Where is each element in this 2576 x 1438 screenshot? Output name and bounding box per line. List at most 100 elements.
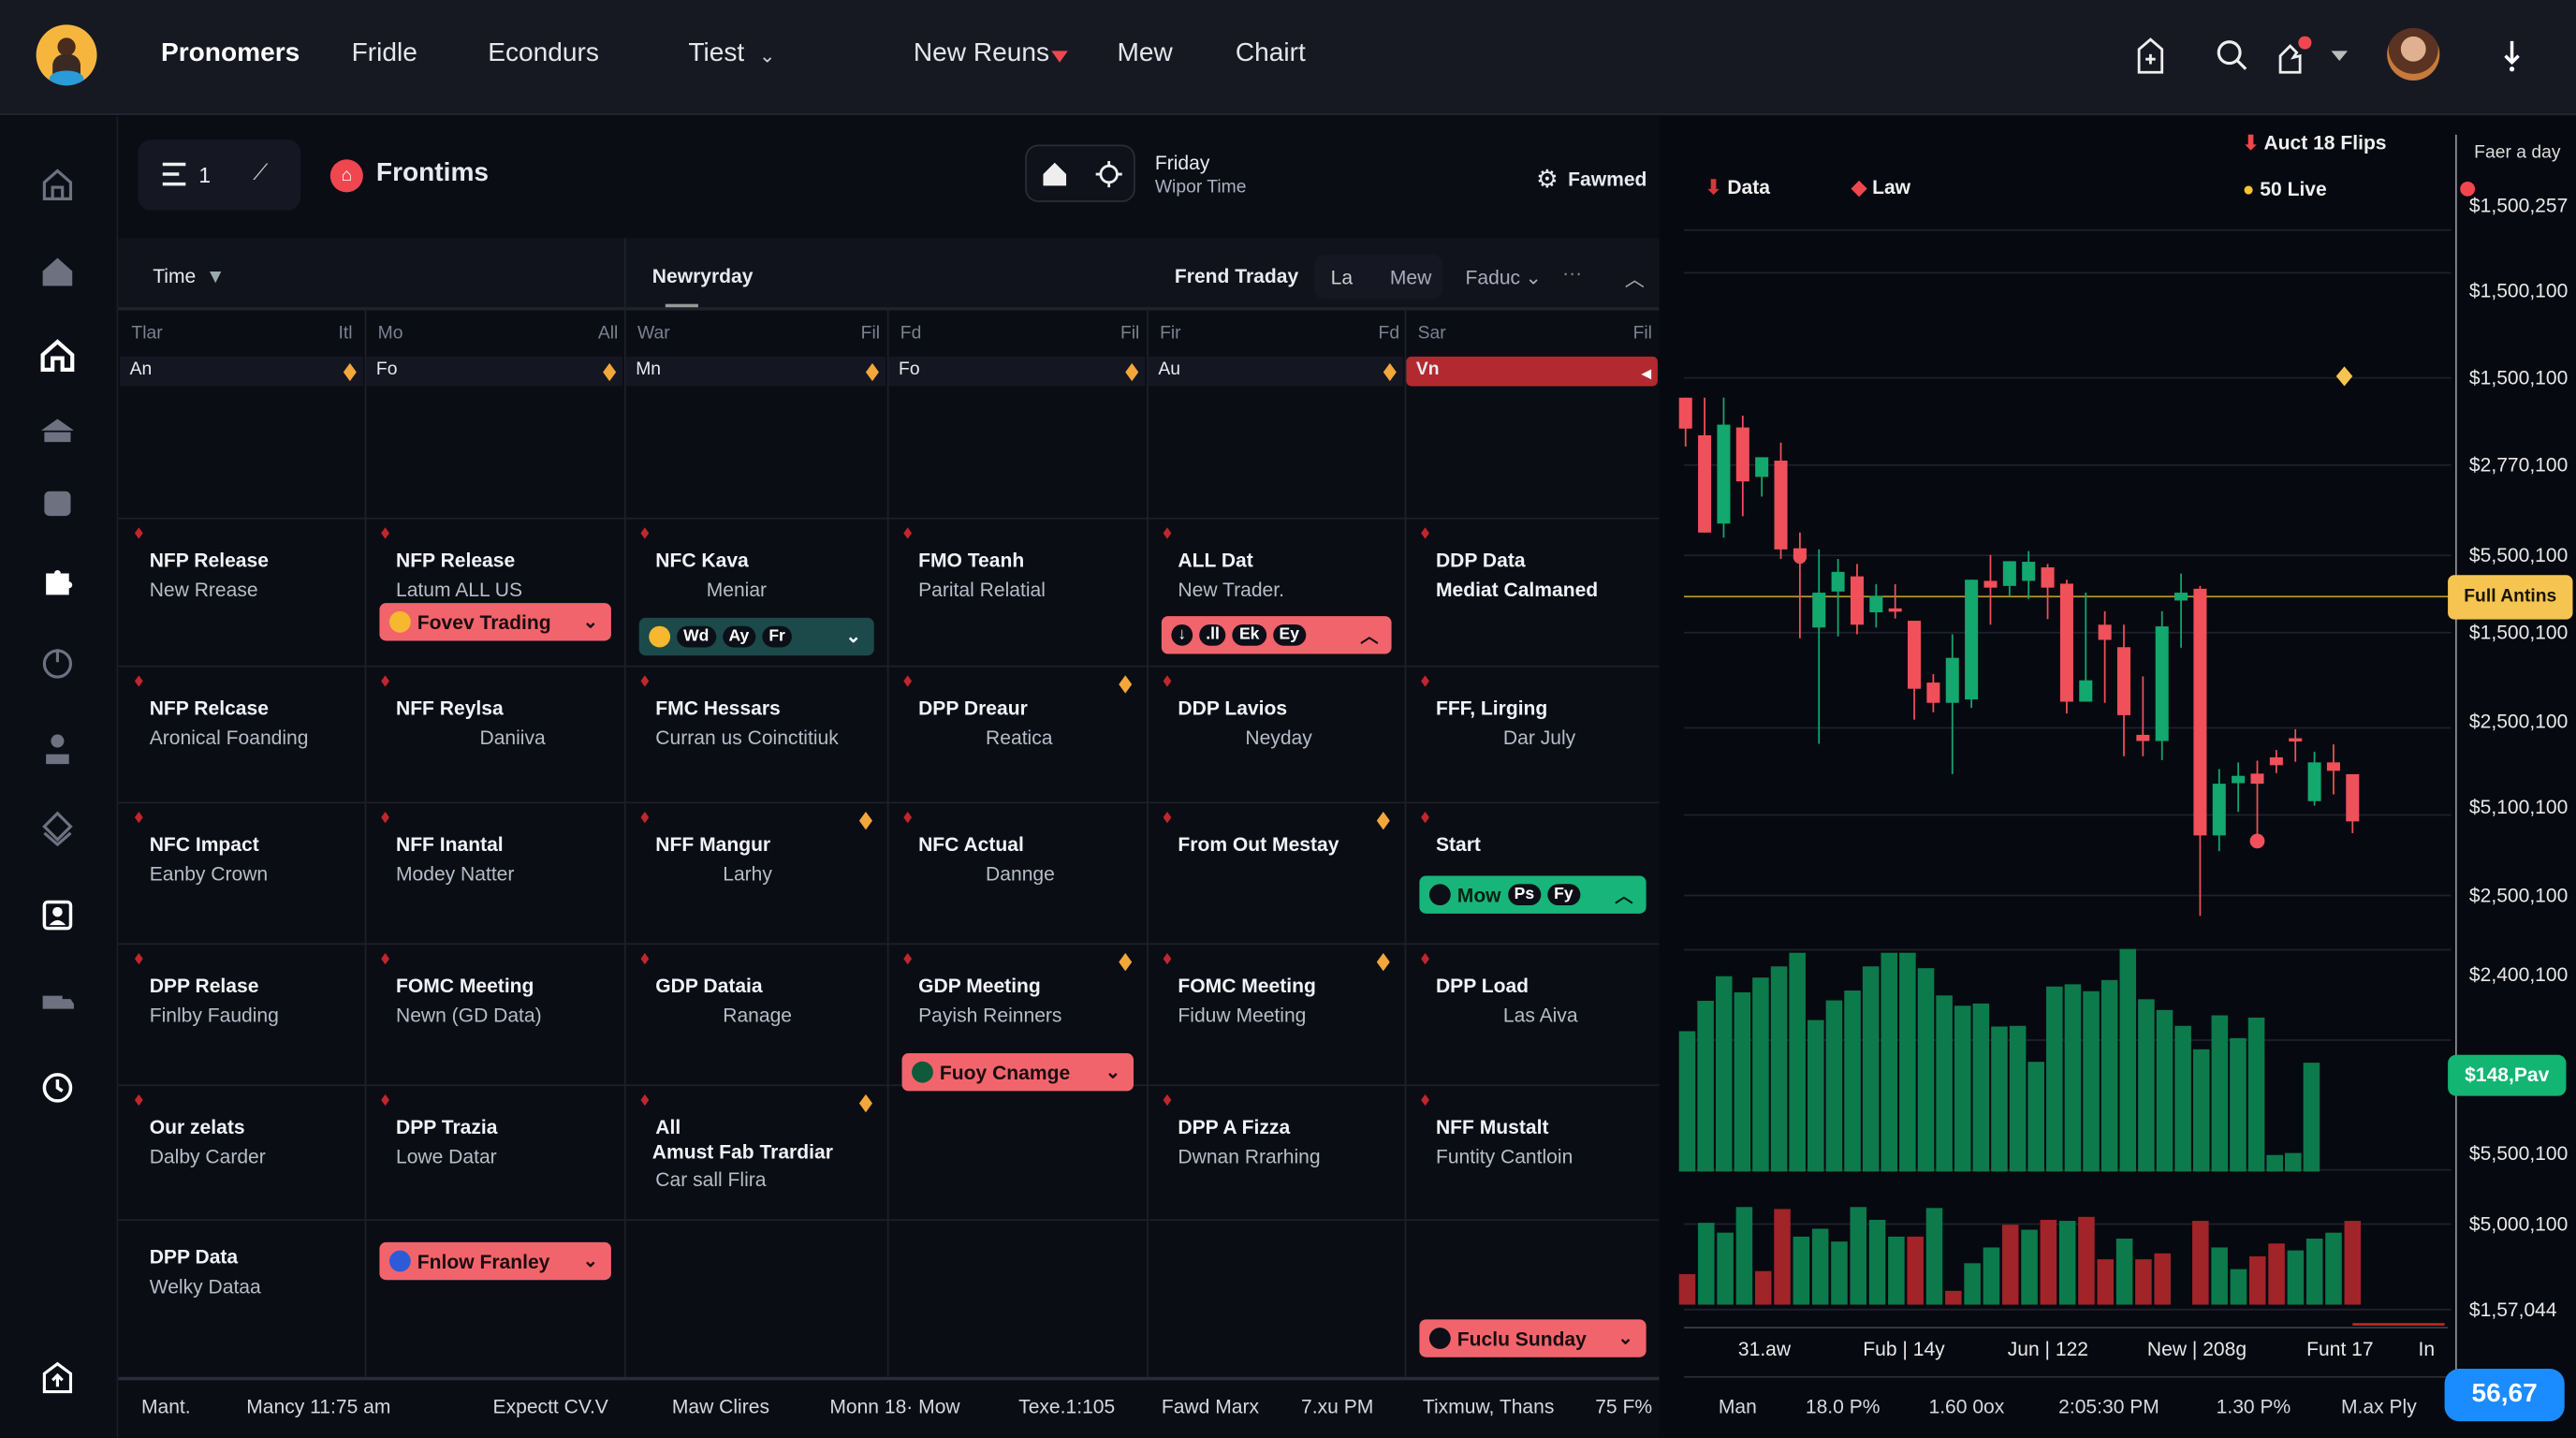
home-icon[interactable]	[1040, 159, 1070, 189]
notification-icon[interactable]	[2274, 36, 2313, 76]
chevron-down-icon[interactable]: ⌄	[582, 612, 598, 633]
chevron-down-icon[interactable]: ⌄	[758, 44, 776, 67]
calendar-cell[interactable]: DPP Trazia Lowe Datar	[365, 1084, 624, 1219]
pill-chip[interactable]: .ll	[1199, 624, 1226, 646]
event-action-pill[interactable]: Fuclu Sunday ⌄	[1419, 1319, 1647, 1357]
chevron-down-icon[interactable]: ⌄	[582, 1252, 598, 1272]
calendar-cell[interactable]: Our zelats Dalby Carder	[118, 1084, 364, 1219]
dashboard-icon[interactable]	[39, 166, 76, 202]
period-label[interactable]: Faer a day	[2474, 142, 2561, 163]
search-icon[interactable]	[2213, 37, 2252, 76]
layers-icon[interactable]	[39, 810, 76, 846]
segment-mew[interactable]: Mew	[1389, 266, 1432, 289]
puzzle-icon[interactable]	[39, 562, 76, 598]
calendar-cell[interactable]: FOMC Meeting Newn (GD Data)	[365, 943, 624, 1084]
calendar-cell[interactable]: NFC Kava Meniar Wd Ay Fr ⌄	[624, 518, 887, 666]
calendar-cell[interactable]: DDP Data Mediat Calmaned	[1405, 518, 1660, 666]
calendar-cell[interactable]: Start Mow Ps Fy ︿	[1405, 801, 1660, 943]
caret-down-icon[interactable]	[1051, 51, 1068, 63]
calendar-cell[interactable]: Fnlow Franley ⌄	[365, 1219, 624, 1376]
calendar-cell[interactable]: NFP Release New Rrease	[118, 518, 364, 666]
pill-chip[interactable]: Ek	[1232, 624, 1266, 646]
event-action-pill[interactable]: Fnlow Franley ⌄	[379, 1241, 611, 1281]
more-options-icon[interactable]: ···	[1562, 261, 1583, 285]
calendar-cell[interactable]: FMO Teanh Parital Relatial	[887, 518, 1147, 666]
calendar-cell[interactable]: Fuclu Sunday ⌄	[1405, 1219, 1660, 1376]
calendar-cell[interactable]: FOMC Meeting Fiduw Meeting	[1147, 943, 1405, 1084]
day-bar-0[interactable]: An	[120, 356, 363, 387]
nav-econdurs[interactable]: Econdurs	[488, 39, 599, 67]
clock-icon[interactable]	[39, 1070, 76, 1107]
chevron-down-icon[interactable]	[2331, 51, 2349, 61]
calendar-cell[interactable]: NFC Actual Dannge	[887, 801, 1147, 943]
user-icon[interactable]	[39, 731, 76, 768]
chevron-down-icon[interactable]: ⌄	[1105, 1063, 1120, 1083]
day-bar-5[interactable]: Vn	[1406, 356, 1658, 387]
day-bar-1[interactable]: Fo	[366, 356, 623, 387]
nav-tiest[interactable]: Tiest	[688, 39, 745, 67]
calendar-cell[interactable]: DPP Load Las Aiva	[1405, 943, 1660, 1084]
bank-icon[interactable]	[39, 413, 76, 449]
time-sort-button[interactable]: Time ▼	[153, 265, 225, 288]
calendar-cell[interactable]: NFC Impact Eanby Crown	[118, 801, 364, 943]
event-action-pill[interactable]: ↓ .ll Ek Ey ︿	[1161, 616, 1392, 654]
collapse-icon[interactable]: ︿	[1624, 268, 1645, 291]
app-logo[interactable]	[36, 24, 97, 86]
calendar-cell[interactable]: NFP Release Latum ALL US Fovev Trading ⌄	[365, 518, 624, 666]
day-bar-4[interactable]: Au	[1148, 356, 1403, 387]
power-icon[interactable]	[39, 644, 76, 681]
calendar-cell[interactable]: NFF Mustalt Funtity Cantloin	[1405, 1084, 1660, 1219]
edit-icon[interactable]: ⟋	[253, 159, 269, 184]
upload-icon[interactable]	[39, 1358, 76, 1395]
calendar-cell[interactable]: NFF Inantal Modey Natter	[365, 801, 624, 943]
list-count-control[interactable]: 1 ⟋	[138, 139, 301, 211]
filter-dropdown[interactable]: Faduc ⌄	[1466, 266, 1542, 289]
pill-chip[interactable]: Fr	[762, 625, 792, 648]
event-action-pill[interactable]: Wd Ay Fr ⌄	[638, 617, 874, 656]
pill-chip[interactable]: Fy	[1547, 884, 1580, 906]
chevron-up-icon[interactable]: ︿	[1360, 626, 1379, 647]
add-document-icon[interactable]	[2130, 37, 2170, 76]
calendar-cell[interactable]: DDP Lavios Neyday	[1147, 666, 1405, 802]
segment-la[interactable]: La	[1330, 266, 1354, 289]
day-label[interactable]: Tlar	[131, 323, 163, 344]
day-bar-2[interactable]: Mn	[625, 356, 886, 387]
day-label[interactable]: War	[637, 323, 670, 344]
calendar-cell[interactable]: ALL Dat New Trader. ↓ .ll Ek Ey ︿	[1147, 518, 1405, 666]
pill-chip[interactable]: Ay	[722, 625, 756, 648]
day-label[interactable]: Mo	[377, 323, 403, 344]
pill-chip[interactable]: ↓	[1171, 624, 1193, 646]
calendar-cell[interactable]: NFF Mangur Larhy	[624, 801, 887, 943]
chevron-down-icon[interactable]: ⌄	[1617, 1328, 1633, 1349]
event-action-pill[interactable]: Mow Ps Fy ︿	[1419, 875, 1647, 914]
calendar-cell[interactable]: DPP Data Welky Dataa	[118, 1219, 364, 1376]
chevron-up-icon[interactable]: ︿	[1615, 886, 1633, 906]
inbox-icon[interactable]	[39, 485, 76, 521]
home-active-icon[interactable]	[39, 337, 76, 374]
nav-fridle[interactable]: Fridle	[351, 39, 417, 67]
day-label[interactable]: Fd	[900, 323, 922, 344]
nav-chairt[interactable]: Chairt	[1235, 39, 1306, 67]
pill-chip[interactable]: Ps	[1507, 884, 1542, 906]
chevron-down-icon[interactable]: ⌄	[845, 627, 861, 648]
tab-newryrday[interactable]: Newryrday	[651, 264, 754, 288]
day-label[interactable]: Sar	[1417, 323, 1446, 344]
profile-card-icon[interactable]	[39, 897, 76, 933]
settings-button[interactable]: ⚙ Fawmed	[1536, 165, 1647, 194]
nav-mew[interactable]: Mew	[1117, 39, 1173, 67]
day-bar-3[interactable]: Fo	[888, 356, 1146, 387]
calendar-cell[interactable]: FMC Hessars Curran us Coinctitiuk	[624, 666, 887, 802]
calendar-cell[interactable]: All Amust Fab Trardiar Car sall Flira	[624, 1084, 887, 1219]
more-icon[interactable]	[2492, 37, 2531, 76]
truck-icon[interactable]	[39, 983, 76, 1020]
event-action-pill[interactable]: Fuoy Cnamge ⌄	[901, 1053, 1134, 1092]
home-icon[interactable]	[39, 253, 76, 289]
calendar-cell[interactable]: DPP Dreaur Reatica	[887, 666, 1147, 802]
pill-chip[interactable]: Wd	[677, 625, 716, 648]
user-avatar[interactable]	[2387, 27, 2440, 81]
calendar-cell[interactable]: FFF, Lirging Dar July	[1405, 666, 1660, 802]
event-action-pill[interactable]: Fovev Trading ⌄	[379, 603, 611, 641]
calendar-cell[interactable]: GDP Meeting Payish Reinners Fuoy Cnamge ⌄	[887, 943, 1147, 1092]
value-badge[interactable]: 56,67	[2444, 1368, 2565, 1422]
